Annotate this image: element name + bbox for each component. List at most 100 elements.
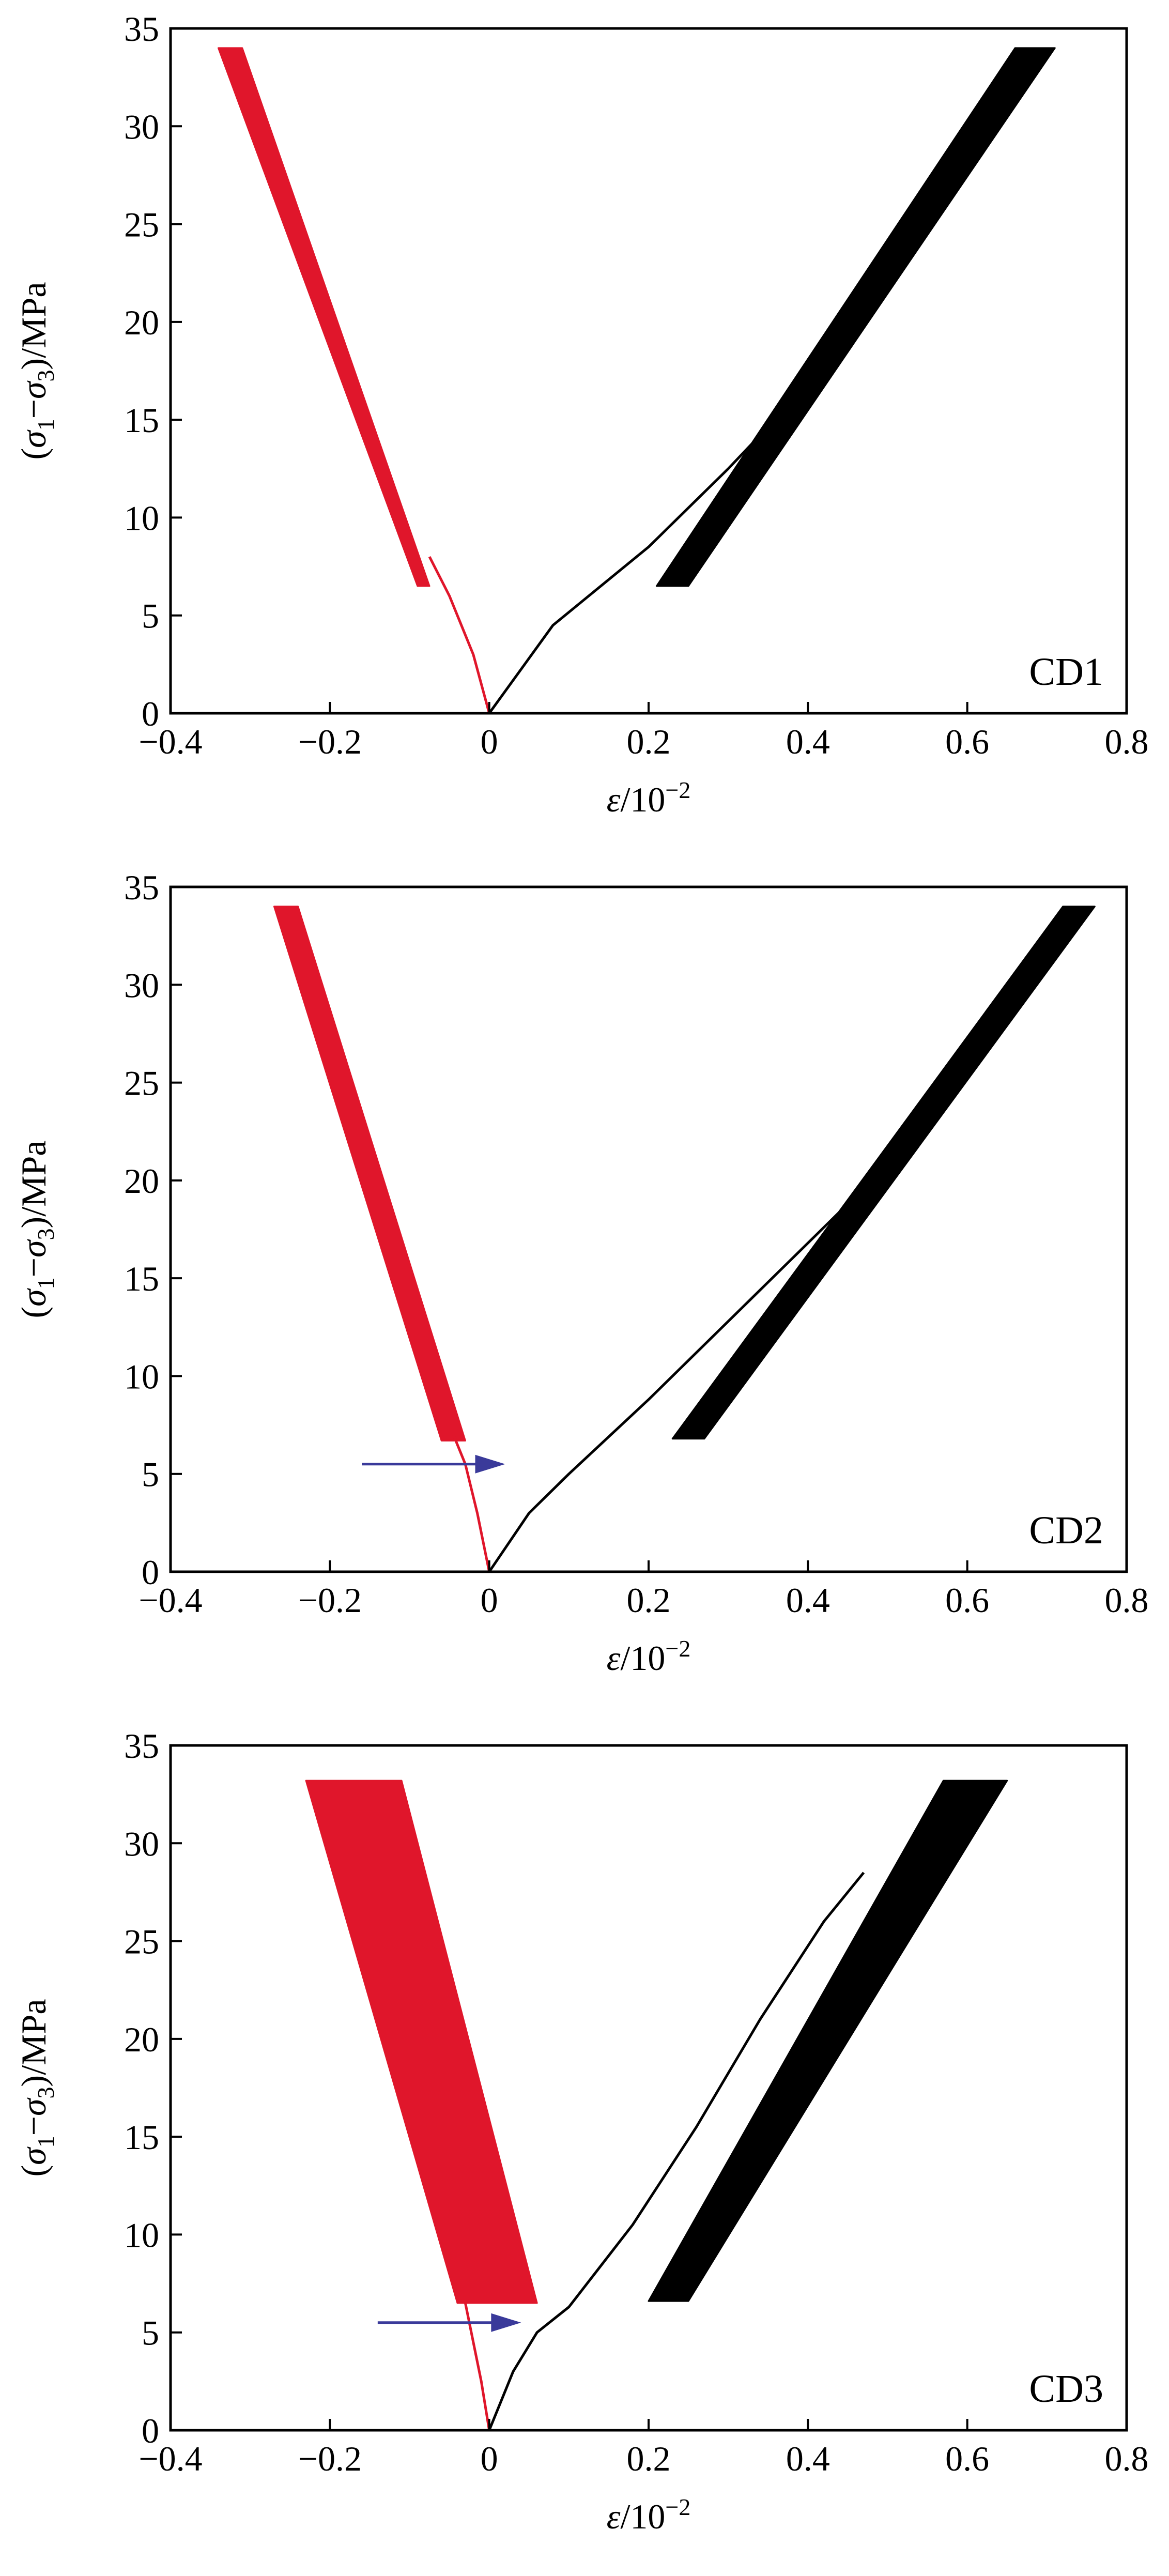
x-tick-label: 0.4 xyxy=(786,2439,830,2478)
y-axis-label-part: − xyxy=(14,1258,53,1277)
x-tick-label: −0.4 xyxy=(139,722,202,761)
y-axis-label-part: 3 xyxy=(33,1228,59,1240)
x-tick-label: 0 xyxy=(481,722,498,761)
y-axis-label-part: σ xyxy=(14,2146,53,2165)
y-axis-label-part: )/MPa xyxy=(14,1140,53,1228)
x-axis-label: ε/10−2 xyxy=(607,2494,691,2536)
x-axis-symbol: ε xyxy=(607,780,621,819)
axial-initial-loading-line xyxy=(488,370,825,714)
axis-ticks xyxy=(170,886,1128,1573)
y-axis-label-part: )/MPa xyxy=(14,282,53,370)
y-tick-label: 30 xyxy=(124,107,159,146)
y-axis-label: (σ1−σ3)/MPa xyxy=(14,1999,59,2176)
y-axis-label-part: σ xyxy=(14,1239,53,1258)
x-axis-symbol: ε xyxy=(607,2497,621,2536)
y-tick-label: 10 xyxy=(124,498,159,538)
y-tick-label: 5 xyxy=(142,2313,159,2353)
x-axis-label: ε/10−2 xyxy=(607,1635,691,1678)
y-axis-label-part: 3 xyxy=(33,370,59,381)
x-axis-unit: /10 xyxy=(620,780,665,819)
x-axis-unit: /10 xyxy=(620,1638,665,1678)
x-tick-label: 0.6 xyxy=(945,722,989,761)
y-tick-label: 15 xyxy=(124,2118,159,2157)
y-tick-label: 5 xyxy=(142,596,159,636)
lateral-initial-loading-line xyxy=(452,1434,491,1572)
y-tick-label: 5 xyxy=(142,1455,159,1494)
y-axis-label-part: σ xyxy=(14,1288,53,1307)
x-tick-label: 0 xyxy=(481,1581,498,1620)
y-axis-label-part: 3 xyxy=(33,2087,59,2098)
panel-label: CD1 xyxy=(1029,650,1103,694)
y-tick-label: 35 xyxy=(124,9,159,49)
axial-initial-loading-line xyxy=(488,1111,929,1573)
y-tick-label: 20 xyxy=(124,2020,159,2059)
x-tick-label: −0.4 xyxy=(139,1581,202,1620)
y-tick-label: 30 xyxy=(124,1824,159,1863)
y-tick-label: 0 xyxy=(142,2411,159,2450)
axis-ticks xyxy=(170,27,1128,714)
tick-labels: −0.4 −0.2 0 0.2 0.4 0.6 0.8 0 5 10 15 20 25 30 35 xyxy=(124,9,1149,761)
x-axis-exponent: −2 xyxy=(665,1635,690,1662)
y-axis-label-part: σ xyxy=(14,430,53,448)
x-tick-label: 0.8 xyxy=(1105,722,1149,761)
lateral-cycle-band xyxy=(305,1780,538,2304)
lateral-initial-loading-line xyxy=(428,556,491,714)
axial-cycle-band xyxy=(655,47,1056,587)
axial-cycle-band xyxy=(671,906,1096,1440)
axial-cycle-band xyxy=(648,1780,1008,2302)
panel-label: CD2 xyxy=(1029,1509,1103,1552)
x-tick-label: 0.6 xyxy=(945,1581,989,1620)
y-axis-label-part: σ xyxy=(14,2097,53,2116)
chart-marks xyxy=(305,1780,1008,2431)
y-tick-label: 30 xyxy=(124,965,159,1005)
x-axis-label: ε/10−2 xyxy=(607,777,691,819)
axis-ticks xyxy=(170,1744,1128,2431)
y-tick-label: 25 xyxy=(124,1064,159,1103)
x-axis-unit: /10 xyxy=(620,2497,665,2536)
y-axis-label-part: ( xyxy=(14,2165,53,2177)
y-axis-label-part: ( xyxy=(14,448,53,460)
y-axis-label-part: )/MPa xyxy=(14,1999,53,2087)
y-tick-label: 10 xyxy=(124,1357,159,1396)
y-axis-label: (σ1−σ3)/MPa xyxy=(14,1140,59,1318)
x-tick-label: 0.2 xyxy=(627,722,671,761)
y-tick-label: 35 xyxy=(124,1726,159,1766)
lateral-cycle-band xyxy=(273,906,466,1442)
x-axis-exponent: −2 xyxy=(665,777,690,803)
y-axis-label-part: 1 xyxy=(33,1277,59,1289)
chart-marks xyxy=(273,906,1096,1573)
lateral-cycle-band xyxy=(218,47,430,587)
arrow-head xyxy=(491,2313,521,2332)
panel-label: CD3 xyxy=(1029,2367,1103,2411)
y-axis-label: (σ1−σ3)/MPa xyxy=(14,282,59,459)
x-axis-exponent: −2 xyxy=(665,2494,690,2520)
y-tick-label: 25 xyxy=(124,1922,159,1961)
x-tick-label: −0.4 xyxy=(139,2439,202,2478)
x-tick-label: 0.6 xyxy=(945,2439,989,2478)
x-tick-label: 0.4 xyxy=(786,722,830,761)
y-axis-label-part: − xyxy=(14,2116,53,2136)
y-axis-label-part: ( xyxy=(14,1307,53,1318)
x-tick-label: 0.2 xyxy=(627,2439,671,2478)
x-tick-label: 0.8 xyxy=(1105,2439,1149,2478)
y-tick-label: 15 xyxy=(124,401,159,440)
plot-frame xyxy=(169,1744,1128,2432)
x-tick-label: −0.2 xyxy=(298,722,362,761)
y-tick-label: 0 xyxy=(142,694,159,733)
x-tick-label: 0 xyxy=(481,2439,498,2478)
chart-marks xyxy=(218,47,1056,714)
y-tick-label: 35 xyxy=(124,868,159,907)
tick-labels: −0.4 −0.2 0 0.2 0.4 0.6 0.8 0 5 10 15 20 25 30 35 xyxy=(124,1726,1149,2478)
y-tick-label: 10 xyxy=(124,2215,159,2255)
y-tick-label: 15 xyxy=(124,1259,159,1298)
x-tick-label: −0.2 xyxy=(298,2439,362,2478)
x-tick-label: 0.8 xyxy=(1105,1581,1149,1620)
x-tick-label: 0.4 xyxy=(786,1581,830,1620)
y-tick-label: 25 xyxy=(124,205,159,244)
x-tick-label: −0.2 xyxy=(298,1581,362,1620)
tick-labels: −0.4 −0.2 0 0.2 0.4 0.6 0.8 0 5 10 15 20 25 30 35 xyxy=(124,868,1149,1620)
y-axis-label-part: 1 xyxy=(33,2136,59,2148)
